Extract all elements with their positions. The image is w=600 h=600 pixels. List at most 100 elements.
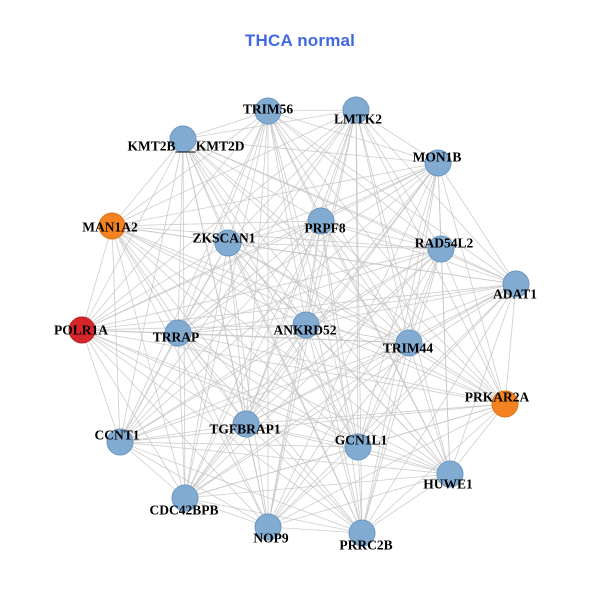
graph-edge xyxy=(408,342,506,405)
graph-edge xyxy=(245,403,506,425)
graph-edge xyxy=(408,342,451,475)
graph-edge xyxy=(305,283,517,326)
graph-edge xyxy=(119,441,186,499)
graph-edge xyxy=(361,403,506,534)
graph-node-prkar2a xyxy=(491,390,519,418)
graph-node-adat1 xyxy=(502,270,530,298)
graph-edge xyxy=(245,110,269,425)
graph-edge xyxy=(111,225,363,534)
graph-edge xyxy=(81,248,442,331)
graph-edge xyxy=(227,242,269,528)
graph-edge xyxy=(227,162,439,244)
graph-edge xyxy=(245,220,322,425)
graph-edge xyxy=(320,162,439,222)
graph-edge xyxy=(449,403,506,475)
graph-edge xyxy=(177,283,517,334)
graph-edge xyxy=(81,225,113,331)
graph-node-label: PRRC2B xyxy=(339,538,392,553)
graph-edge xyxy=(177,332,506,405)
graph-edge xyxy=(267,110,451,475)
graph-edge xyxy=(437,162,517,285)
graph-edge xyxy=(111,225,269,528)
graph-edge xyxy=(177,324,307,334)
graph-edge xyxy=(305,220,322,326)
graph-edge xyxy=(119,324,307,443)
graph-node-man1a2 xyxy=(98,212,126,240)
graph-edge xyxy=(357,342,410,448)
graph-edge xyxy=(119,332,179,443)
graph-edge xyxy=(357,446,451,475)
graph-node-label: MON1B xyxy=(413,150,462,165)
graph-edge xyxy=(177,220,322,334)
graph-node-trim44 xyxy=(395,329,423,357)
graph-edge xyxy=(111,220,322,227)
graph-edge xyxy=(111,225,442,250)
graph-node-label: RAD54L2 xyxy=(415,236,474,251)
graph-node-tgfbrap1 xyxy=(232,410,260,438)
graph-node-mon1b xyxy=(424,149,452,177)
graph-edge xyxy=(184,220,322,499)
graph-edge xyxy=(227,242,363,534)
graph-edge xyxy=(245,324,307,425)
graph-edge xyxy=(182,110,269,140)
graph-edge xyxy=(245,283,517,425)
graph-edge xyxy=(355,109,442,250)
graph-node-lmtk2 xyxy=(342,96,370,124)
graph-edge xyxy=(81,329,186,499)
graph-edge xyxy=(305,324,506,405)
graph-node-cdc42bpb xyxy=(171,484,199,512)
graph-edge xyxy=(267,342,410,528)
graph-edge xyxy=(119,423,247,443)
graph-edge xyxy=(267,403,506,528)
graph-edge xyxy=(305,248,442,326)
graph-node-ankrd52 xyxy=(292,311,320,339)
graph-edge xyxy=(440,248,451,475)
graph-edge xyxy=(355,109,359,448)
graph-edge xyxy=(177,332,186,499)
graph-edge xyxy=(361,248,442,534)
graph-node-huwe1 xyxy=(436,460,464,488)
graph-edge xyxy=(305,324,410,344)
graph-edge xyxy=(81,283,517,331)
graph-edge xyxy=(355,109,451,475)
graph-edge xyxy=(305,324,451,475)
graph-edge xyxy=(361,283,517,534)
graph-edge xyxy=(111,225,186,499)
graph-edge xyxy=(320,220,517,285)
graph-edge xyxy=(184,446,359,499)
graph-edge xyxy=(111,225,307,326)
graph-edge xyxy=(177,248,442,334)
graph-edge xyxy=(355,109,410,344)
graph-edge xyxy=(177,332,363,534)
graph-edge xyxy=(267,109,357,112)
graph-edge xyxy=(357,446,363,534)
graph-edge xyxy=(184,497,269,528)
graph-edge xyxy=(182,138,517,285)
graph-edge xyxy=(182,138,186,499)
graph-node-label: LMTK2 xyxy=(334,112,382,127)
graph-edge xyxy=(408,248,442,344)
graph-edge xyxy=(111,225,410,344)
graph-edge xyxy=(227,242,517,285)
graph-edge xyxy=(267,446,359,528)
graph-edge xyxy=(355,109,363,534)
graph-edge xyxy=(111,225,451,475)
graph-edge xyxy=(267,110,442,250)
graph-edge xyxy=(267,220,322,528)
graph-edge xyxy=(320,220,363,534)
graph-edge xyxy=(227,220,322,244)
graph-edge xyxy=(81,329,363,534)
graph-edge xyxy=(111,110,269,227)
graph-node-kmt2b-kmt2d xyxy=(169,125,197,153)
graph-node-label: ANKRD52 xyxy=(274,323,337,338)
graph-edge xyxy=(111,225,359,448)
graph-edge xyxy=(177,332,247,425)
graph-edge xyxy=(320,220,410,344)
graph-node-label: NOP9 xyxy=(253,531,288,546)
graph-edge xyxy=(119,441,363,534)
graph-edge xyxy=(267,473,451,528)
graph-node-rad54l2 xyxy=(427,235,455,263)
chart-title: THCA normal xyxy=(244,31,356,50)
graph-node-label: TGFBRAP1 xyxy=(209,422,281,437)
graph-edge xyxy=(245,109,357,425)
